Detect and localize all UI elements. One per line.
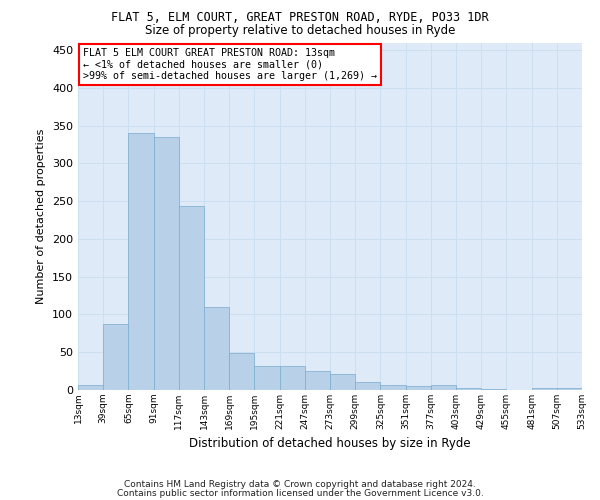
Text: Size of property relative to detached houses in Ryde: Size of property relative to detached ho…	[145, 24, 455, 37]
Bar	[204, 307, 229, 390]
Bar	[305, 371, 330, 390]
Bar	[78, 386, 103, 390]
Bar	[456, 388, 481, 390]
Bar	[481, 389, 506, 390]
Bar	[380, 386, 406, 390]
Bar	[330, 374, 355, 390]
Bar	[154, 137, 179, 390]
Bar	[103, 324, 128, 390]
X-axis label: Distribution of detached houses by size in Ryde: Distribution of detached houses by size …	[189, 438, 471, 450]
Bar	[229, 353, 254, 390]
Bar	[355, 382, 380, 390]
Text: FLAT 5 ELM COURT GREAT PRESTON ROAD: 13sqm
← <1% of detached houses are smaller : FLAT 5 ELM COURT GREAT PRESTON ROAD: 13s…	[83, 48, 377, 81]
Bar	[532, 388, 557, 390]
Bar	[254, 366, 280, 390]
Bar	[557, 388, 582, 390]
Text: FLAT 5, ELM COURT, GREAT PRESTON ROAD, RYDE, PO33 1DR: FLAT 5, ELM COURT, GREAT PRESTON ROAD, R…	[111, 11, 489, 24]
Bar	[280, 366, 305, 390]
Y-axis label: Number of detached properties: Number of detached properties	[37, 128, 46, 304]
Text: Contains public sector information licensed under the Government Licence v3.0.: Contains public sector information licen…	[116, 488, 484, 498]
Bar	[431, 386, 456, 390]
Bar	[128, 133, 154, 390]
Bar	[406, 386, 431, 390]
Text: Contains HM Land Registry data © Crown copyright and database right 2024.: Contains HM Land Registry data © Crown c…	[124, 480, 476, 489]
Bar	[179, 206, 204, 390]
